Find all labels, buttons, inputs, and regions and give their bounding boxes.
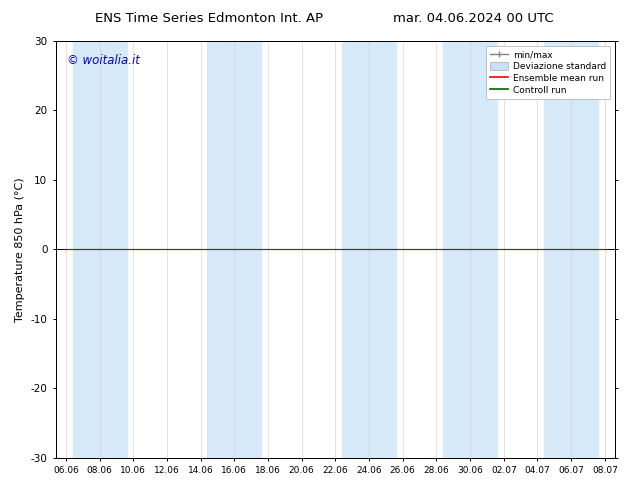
Bar: [207, 41, 261, 458]
Legend: min/max, Deviazione standard, Ensemble mean run, Controll run: min/max, Deviazione standard, Ensemble m…: [486, 46, 611, 99]
Y-axis label: Temperature 850 hPa (°C): Temperature 850 hPa (°C): [15, 177, 25, 321]
Text: © woitalia.it: © woitalia.it: [67, 53, 140, 67]
Text: mar. 04.06.2024 00 UTC: mar. 04.06.2024 00 UTC: [393, 12, 553, 25]
Text: ENS Time Series Edmonton Int. AP: ENS Time Series Edmonton Int. AP: [95, 12, 323, 25]
Bar: [443, 41, 497, 458]
Bar: [544, 41, 598, 458]
Bar: [73, 41, 127, 458]
Bar: [342, 41, 396, 458]
